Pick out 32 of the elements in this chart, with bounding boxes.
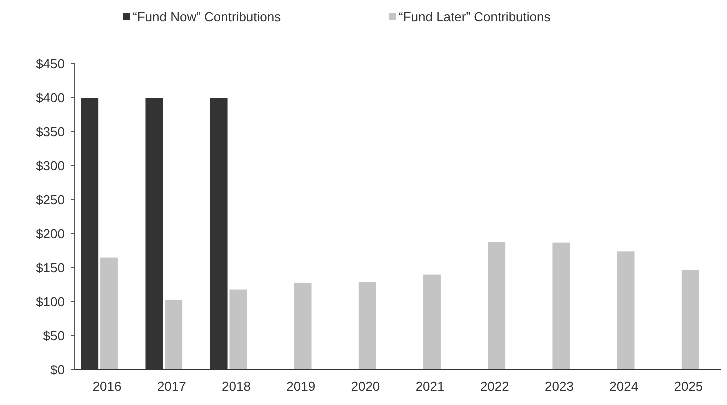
y-tick-label: $350 bbox=[36, 124, 65, 140]
legend-label: “Fund Now” Contributions bbox=[133, 10, 282, 25]
x-tick-label: 2018 bbox=[222, 379, 251, 394]
x-tick-label: 2019 bbox=[286, 379, 316, 394]
bar bbox=[424, 274, 441, 370]
legend-label: “Fund Later” Contributions bbox=[399, 10, 552, 25]
bar bbox=[358, 282, 376, 370]
bar bbox=[230, 290, 248, 370]
y-tick-label: $450 bbox=[36, 56, 65, 72]
y-tick-label: $250 bbox=[36, 192, 65, 208]
x-tick-label: 2016 bbox=[92, 379, 122, 394]
y-tick-label: $50 bbox=[43, 328, 65, 344]
x-tick-label: 2021 bbox=[416, 379, 445, 394]
x-tick-label: 2020 bbox=[351, 379, 380, 394]
x-tick-label: 2025 bbox=[674, 379, 704, 394]
x-tick-label: 2024 bbox=[610, 379, 639, 394]
bar bbox=[488, 242, 506, 370]
x-tick-label: 2022 bbox=[480, 379, 510, 394]
y-tick-label: $200 bbox=[36, 226, 65, 242]
bar bbox=[682, 270, 700, 370]
bar bbox=[100, 258, 118, 370]
bar bbox=[294, 282, 312, 370]
bar bbox=[617, 252, 635, 370]
x-tick-label: 2017 bbox=[157, 379, 186, 394]
y-tick-label: $0 bbox=[50, 362, 65, 378]
bar bbox=[552, 242, 570, 370]
y-tick-label: $300 bbox=[36, 158, 65, 174]
y-tick-label: $150 bbox=[36, 260, 65, 276]
bar bbox=[165, 300, 183, 370]
x-tick-label: 2023 bbox=[545, 379, 574, 394]
y-tick-label: $100 bbox=[36, 294, 65, 310]
y-tick-label: $400 bbox=[36, 90, 65, 106]
